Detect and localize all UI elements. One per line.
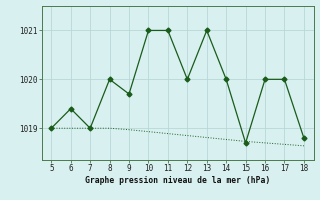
X-axis label: Graphe pression niveau de la mer (hPa): Graphe pression niveau de la mer (hPa) xyxy=(85,176,270,185)
